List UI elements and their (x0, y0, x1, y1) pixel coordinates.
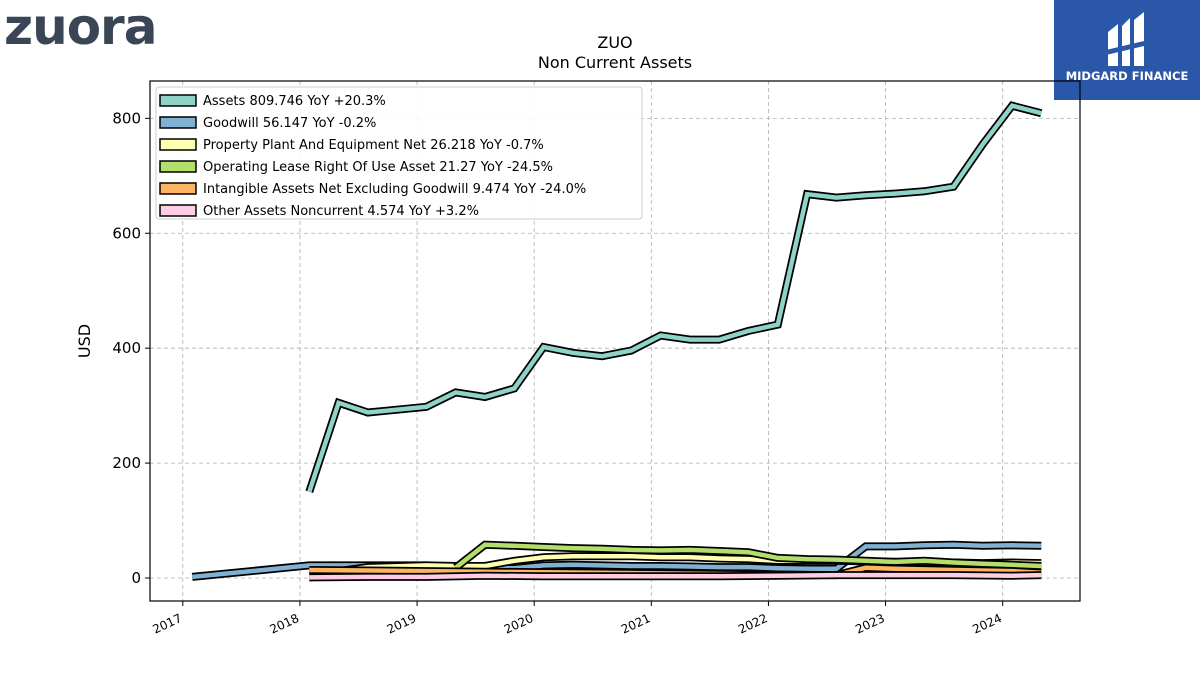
x-tick-label: 2024 (970, 611, 1004, 637)
legend-entry: Intangible Assets Net Excluding Goodwill… (203, 182, 586, 197)
chart-subtitle: Non Current Assets (538, 53, 692, 72)
series-line-fill (309, 572, 1042, 580)
y-axis-ticks: 0 200 400 600 800 (112, 109, 150, 587)
legend-entry: Property Plant And Equipment Net 26.218 … (203, 138, 544, 153)
chart-title: ZUO (597, 33, 632, 52)
plot-frame (149, 80, 1081, 602)
legend-swatch (159, 204, 197, 217)
legend-entry: Other Assets Noncurrent 4.574 YoY +3.2% (203, 204, 479, 219)
x-tick-label: 2017 (150, 611, 184, 637)
x-tick-label: 2023 (853, 611, 887, 637)
x-tick-label: 2021 (619, 611, 653, 637)
legend-swatch (159, 182, 197, 195)
x-tick-label: 2020 (502, 611, 536, 637)
zuora-logo: zuora (4, 0, 157, 56)
legend-swatch (159, 138, 197, 151)
midgard-emblem-icon (1106, 12, 1148, 66)
series-line (305, 101, 1043, 494)
series-line-fill (307, 103, 1042, 493)
series-lines (191, 101, 1043, 582)
legend-entry: Operating Lease Right Of Use Asset 21.27… (203, 160, 553, 175)
legend-swatch (159, 94, 197, 107)
series-line (309, 571, 1042, 582)
y-tick-label: 800 (112, 109, 141, 127)
series-line (453, 540, 1042, 571)
legend-entry: Assets 809.746 YoY +20.3% (203, 94, 386, 109)
legend: Assets 809.746 YoY +20.3% Goodwill 56.147… (155, 86, 643, 220)
series-line-fill (454, 542, 1042, 570)
x-tick-label: 2022 (736, 611, 770, 637)
midgard-finance-logo: MIDGARD FINANCE (1054, 0, 1200, 100)
y-tick-label: 200 (112, 454, 141, 472)
x-axis-ticks: 2017 2018 2019 2020 2021 2022 2023 2024 (150, 601, 1004, 637)
y-tick-label: 0 (131, 569, 141, 587)
legend-entry: Goodwill 56.147 YoY -0.2% (203, 116, 376, 131)
legend-swatch (159, 116, 197, 129)
y-tick-label: 600 (112, 224, 141, 242)
midgard-finance-wordmark: MIDGARD FINANCE (1065, 69, 1189, 83)
y-axis-label: USD (75, 324, 94, 358)
legend-swatch (159, 160, 197, 173)
x-tick-label: 2019 (385, 611, 419, 637)
legend-box (155, 86, 643, 220)
y-tick-label: 400 (112, 339, 141, 357)
x-tick-label: 2018 (268, 611, 302, 637)
